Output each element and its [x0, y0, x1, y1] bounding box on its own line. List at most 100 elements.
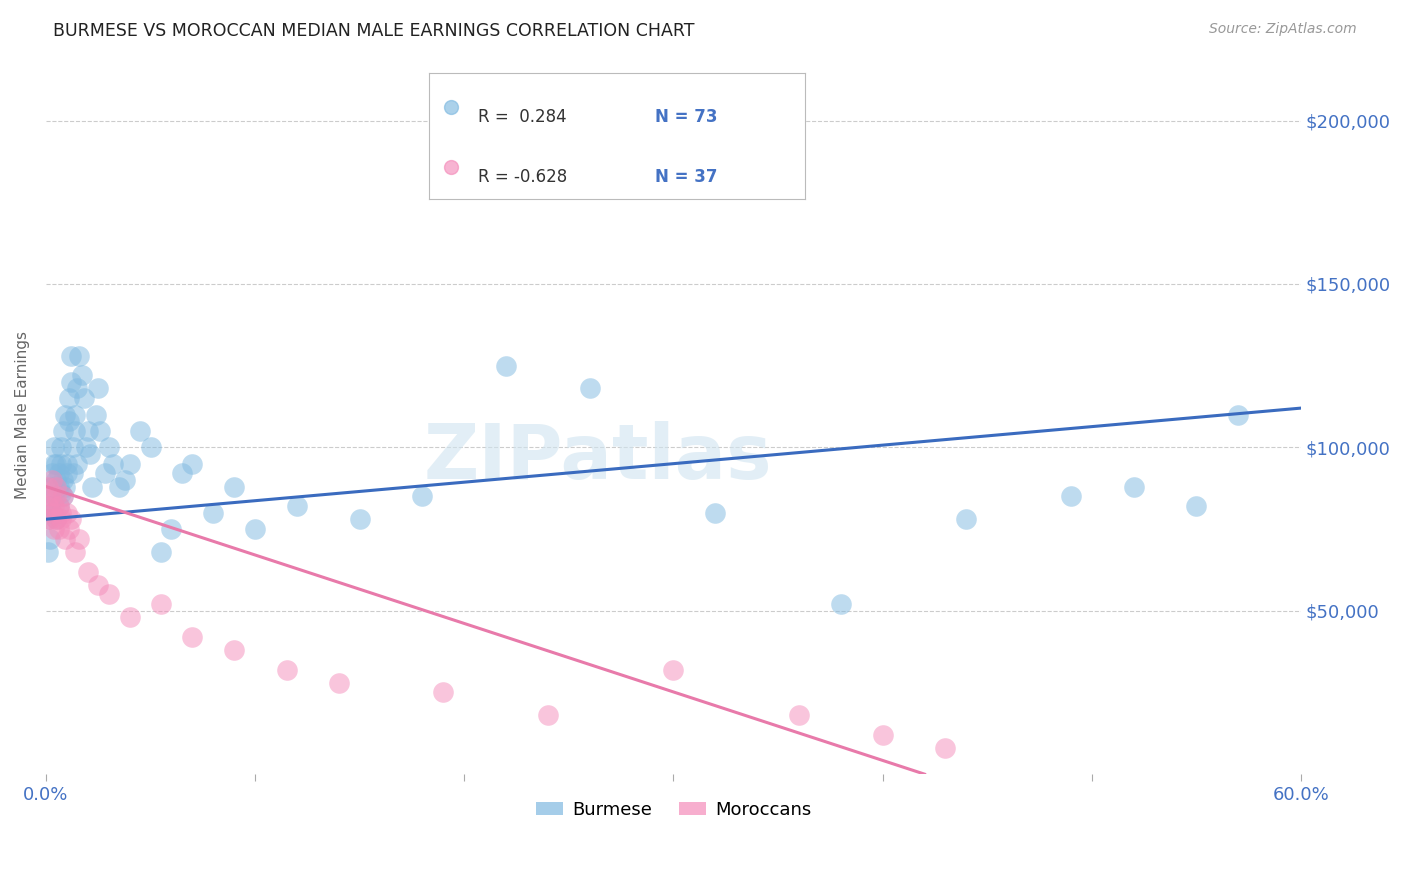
Y-axis label: Median Male Earnings: Median Male Earnings	[15, 331, 30, 499]
Point	[830, 597, 852, 611]
Point	[56, 457, 79, 471]
Point	[62, 467, 84, 481]
Point	[39, 512, 62, 526]
Text: BURMESE VS MOROCCAN MEDIAN MALE EARNINGS CORRELATION CHART: BURMESE VS MOROCCAN MEDIAN MALE EARNINGS…	[53, 22, 695, 40]
Point	[41, 506, 63, 520]
Point	[181, 457, 204, 471]
Point	[49, 440, 72, 454]
Point	[53, 479, 76, 493]
Point	[955, 512, 977, 526]
Point	[45, 473, 67, 487]
Point	[70, 368, 93, 383]
Point	[118, 610, 141, 624]
Point	[60, 512, 83, 526]
Point	[58, 392, 80, 406]
Point	[49, 506, 72, 520]
Point	[49, 486, 72, 500]
Point	[39, 499, 62, 513]
Point	[65, 545, 87, 559]
Point	[495, 359, 517, 373]
Point	[129, 424, 152, 438]
Text: Source: ZipAtlas.com: Source: ZipAtlas.com	[1209, 22, 1357, 37]
Point	[75, 440, 97, 454]
Point	[41, 479, 63, 493]
Point	[662, 663, 685, 677]
Point	[84, 408, 107, 422]
Point	[160, 522, 183, 536]
Point	[56, 506, 79, 520]
Point	[44, 457, 66, 471]
Point	[45, 512, 67, 526]
Point	[37, 545, 59, 559]
Point	[1227, 408, 1250, 422]
Point	[170, 467, 193, 481]
Point	[114, 473, 136, 487]
Point	[79, 447, 101, 461]
Point	[44, 522, 66, 536]
Point	[53, 532, 76, 546]
Point	[53, 408, 76, 422]
Point	[328, 675, 350, 690]
Point	[60, 375, 83, 389]
Point	[62, 440, 84, 454]
Point	[150, 597, 173, 611]
Point	[41, 506, 63, 520]
Point	[44, 489, 66, 503]
Point	[52, 473, 75, 487]
Point	[44, 499, 66, 513]
Point	[224, 479, 246, 493]
Point	[224, 643, 246, 657]
Point	[69, 532, 91, 546]
Point	[58, 414, 80, 428]
Point	[37, 499, 59, 513]
Point	[243, 522, 266, 536]
Point	[60, 349, 83, 363]
Point	[934, 741, 956, 756]
Point	[41, 467, 63, 481]
Point	[76, 565, 98, 579]
Point	[45, 457, 67, 471]
Point	[101, 457, 124, 471]
Point	[285, 499, 308, 513]
Point	[787, 708, 810, 723]
Point	[108, 479, 131, 493]
Point	[41, 473, 63, 487]
Point	[66, 457, 89, 471]
Point	[48, 479, 70, 493]
Point	[49, 457, 72, 471]
Point	[49, 512, 72, 526]
Point	[45, 479, 67, 493]
Point	[150, 545, 173, 559]
Point	[872, 728, 894, 742]
Point	[89, 424, 111, 438]
Point	[66, 382, 89, 396]
Legend: Burmese, Moroccans: Burmese, Moroccans	[529, 794, 818, 826]
Point	[80, 479, 103, 493]
Point	[579, 382, 602, 396]
Point	[52, 489, 75, 503]
Point	[65, 408, 87, 422]
Point	[1122, 479, 1144, 493]
Point	[76, 424, 98, 438]
Point	[411, 489, 433, 503]
Point	[45, 512, 67, 526]
Point	[1060, 489, 1083, 503]
Point	[39, 489, 62, 503]
Point	[37, 479, 59, 493]
Point	[432, 685, 454, 699]
Point	[69, 349, 91, 363]
Point	[97, 440, 120, 454]
Point	[37, 512, 59, 526]
Point	[72, 392, 94, 406]
Point	[48, 522, 70, 536]
Point	[202, 506, 225, 520]
Point	[87, 577, 110, 591]
Point	[52, 424, 75, 438]
Point	[139, 440, 162, 454]
Point	[56, 467, 79, 481]
Point	[45, 489, 67, 503]
Point	[97, 587, 120, 601]
Point	[87, 382, 110, 396]
Point	[52, 489, 75, 503]
Point	[39, 532, 62, 546]
